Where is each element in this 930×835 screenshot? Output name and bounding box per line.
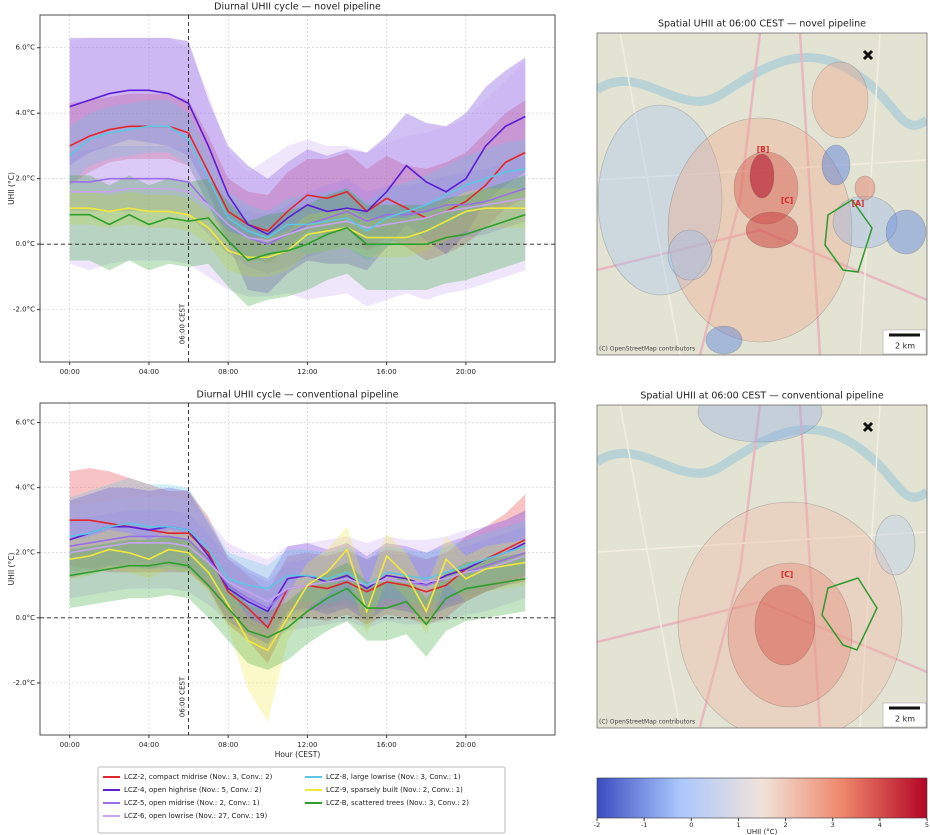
colorbar-tick-label: -1 [641,821,647,829]
legend-label: LCZ-5, open midrise (Nov.: 2, Conv.: 1) [124,799,260,807]
x-tick-label: 08:00 [218,741,238,749]
uhii-contour [875,515,915,575]
figure: Diurnal UHII cycle — novel pipeline -2.0°… [0,0,930,835]
y-tick-label: 6.0°C [15,419,35,427]
map-title: Spatial UHII at 06:00 CEST — conventiona… [640,391,883,402]
uhii-contour [746,212,798,248]
legend-label: LCZ-4, open highrise (Nov.: 5, Conv.: 2) [124,786,262,794]
y-tick-label: 2.0°C [15,175,35,183]
x-tick-label: 12:00 [297,741,317,749]
y-axis-label: UHII (°C) [7,553,16,586]
x-tick-label: 08:00 [218,368,238,376]
colorbar-tick-label: 5 [925,821,929,829]
y-axis-label: UHII (°C) [7,172,16,205]
chart-title: Diurnal UHII cycle — novel pipeline [214,2,381,13]
x-tick-label: 16:00 [377,741,397,749]
chart-title: Diurnal UHII cycle — conventional pipeli… [197,390,399,401]
x-tick-label: 20:00 [456,368,476,376]
map-title: Spatial UHII at 06:00 CEST — novel pipel… [658,19,866,30]
x-tick-label: 12:00 [297,368,317,376]
uhii-contour [855,176,875,200]
legend-label: LCZ-2, compact midrise (Nov.: 3, Conv.: … [124,773,273,781]
legend-label: LCZ-8, large lowrise (Nov.: 3, Conv.: 1) [326,773,461,781]
map-attribution: (C) OpenStreetMap contributors [599,346,695,353]
y-tick-label: -2.0°C [13,306,35,314]
x-axis-label: Hour (CEST) [275,750,321,759]
map: [C] (C) OpenStreetMap contributors 2 km [597,382,927,742]
x-tick-label: 16:00 [377,368,397,376]
colorbar-tick-label: 3 [831,821,835,829]
legend-label: LCZ-6, open lowrise (Nov.: 27, Conv.: 19… [124,812,267,820]
scale-label: 2 km [895,342,915,351]
colorbar-tick-label: 1 [736,821,740,829]
uhii-contour [822,145,850,185]
scale-label: 2 km [895,715,915,724]
y-tick-label: 0.0°C [15,240,35,248]
legend-label: LCZ-B, scattered trees (Nov.: 3, Conv.: … [326,799,469,807]
y-tick-label: 2.0°C [15,549,35,557]
site-label: [B] [757,145,770,154]
x-tick-label: 00:00 [60,741,80,749]
colorbar-label: UHII (°C) [747,828,778,835]
y-tick-label: 0.0°C [15,614,35,622]
site-label: [A] [852,199,865,208]
time-marker-label: 06:00 CEST [179,676,187,717]
colorbar-tick-label: -2 [594,821,600,829]
x-tick-label: 04:00 [139,368,159,376]
y-tick-label: 4.0°C [15,484,35,492]
map: [B] [C] [A] (C) OpenStreetMap contributors 2… [597,33,927,355]
uhii-contour [755,585,815,665]
uhii-contour [812,62,868,138]
y-tick-label: 4.0°C [15,109,35,117]
y-tick-label: 6.0°C [15,44,35,52]
colorbar-tick-label: 2 [784,821,788,829]
colorbar [597,778,927,818]
uhii-contour [750,154,774,198]
uhii-contour [706,326,742,354]
time-marker-label: 06:00 CEST [179,303,187,344]
site-label: [C] [781,196,793,205]
x-tick-label: 00:00 [60,368,80,376]
x-tick-label: 20:00 [456,741,476,749]
colorbar-tick-label: 0 [689,821,693,829]
map-attribution: (C) OpenStreetMap contributors [599,719,695,726]
colorbar-tick-label: 4 [878,821,882,829]
legend-label: LCZ-9, sparsely built (Nov.: 2, Conv.: 1… [326,786,463,794]
y-tick-label: -2.0°C [13,679,35,687]
uhii-contour [886,210,926,254]
site-label: [C] [781,570,793,579]
x-tick-label: 04:00 [139,741,159,749]
uhii-contour [668,230,712,280]
